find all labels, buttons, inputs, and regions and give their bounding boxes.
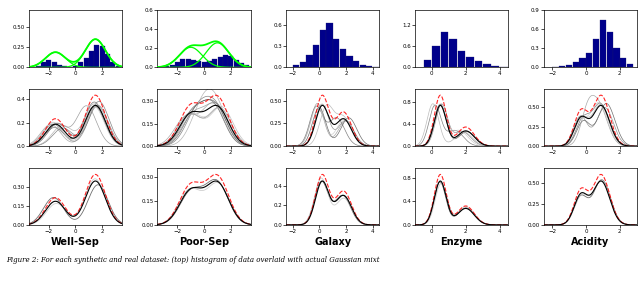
Bar [180,59,185,67]
Text: Galaxy: Galaxy [314,237,351,247]
Bar [326,23,333,67]
Bar [239,63,244,67]
Bar [340,49,346,67]
Text: Poor-Sep: Poor-Sep [179,237,229,247]
Bar [449,39,457,67]
Bar [41,63,46,67]
Bar [100,46,104,67]
Bar [218,57,223,67]
Bar [593,39,599,67]
Bar [573,62,579,67]
Text: Well-Sep: Well-Sep [51,237,100,247]
Bar [440,32,449,67]
Bar [105,54,110,67]
Bar [94,44,99,67]
Bar [202,62,207,67]
Bar [559,66,565,67]
Bar [333,39,339,67]
Bar [566,65,572,67]
Bar [212,59,217,67]
Bar [320,30,326,67]
Bar [492,66,499,67]
Bar [191,60,196,67]
Bar [52,63,56,67]
Bar [186,59,191,67]
Bar [175,62,180,67]
Bar [36,66,40,67]
Text: Acidity: Acidity [571,237,609,247]
Bar [353,61,359,67]
Bar [600,20,606,67]
Bar [313,44,319,67]
Bar [483,64,491,67]
Bar [366,66,372,67]
Bar [46,60,51,67]
Bar [234,60,239,67]
Bar [586,54,593,67]
Bar [474,61,483,67]
Bar [228,56,233,67]
Text: Enzyme: Enzyme [440,237,483,247]
Bar [300,62,306,67]
Bar [164,66,169,67]
Bar [110,62,115,67]
Bar [223,55,228,67]
Bar [62,66,67,67]
Bar [89,51,94,67]
Bar [424,60,431,67]
Bar [307,54,312,67]
Bar [207,61,212,67]
Bar [68,66,72,67]
Bar [73,66,78,67]
Bar [466,57,474,67]
Bar [432,46,440,67]
Bar [116,66,120,67]
Bar [607,33,612,67]
Bar [627,64,633,67]
Bar [170,64,175,67]
Bar [620,59,627,67]
Text: Figure 2: For each synthetic and real dataset: (top) histogram of data overlaid : Figure 2: For each synthetic and real da… [6,256,380,264]
Bar [84,58,88,67]
Bar [244,66,249,67]
Bar [293,65,300,67]
Bar [613,48,620,67]
Bar [458,51,465,67]
Bar [78,63,83,67]
Bar [346,56,353,67]
Bar [196,61,201,67]
Bar [360,64,366,67]
Bar [579,59,586,67]
Bar [57,65,62,67]
